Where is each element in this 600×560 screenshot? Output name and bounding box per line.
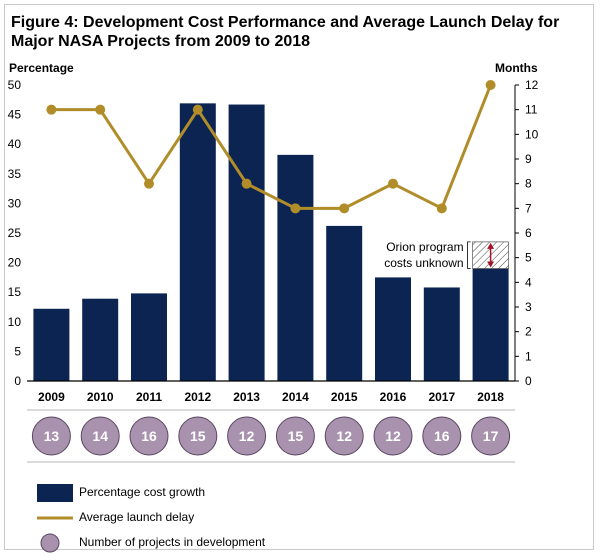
left-tick-label: 50	[8, 78, 22, 92]
launch-delay-line	[51, 84, 492, 210]
launch-delay-point-2010	[95, 104, 106, 115]
project-count-circle-2017	[422, 416, 462, 456]
x-axis-year-labels: 2009 2010 2011 2012 2013 2014 2015 2016 2017 2018	[38, 390, 504, 404]
launch-delay-point-2016	[388, 178, 398, 189]
legend-label-launch-delay: Average launch delay	[79, 510, 195, 524]
cost-growth-bar-2014	[277, 154, 314, 381]
left-tick-label: 0	[14, 374, 21, 388]
left-tick-label: 20	[8, 256, 22, 270]
right-tick-label: 8	[525, 177, 532, 191]
left-tick-label: 45	[8, 108, 22, 122]
right-tick-label: 3	[525, 300, 532, 314]
right-tick-label: 11	[525, 103, 538, 117]
right-tick-label: 0	[525, 374, 532, 388]
project-count-circle-2011	[129, 416, 169, 456]
x-tick-label: 2015	[331, 390, 358, 404]
legend-bar-swatch	[37, 484, 73, 502]
cost-growth-bar-2012	[179, 103, 216, 382]
launch-delay-point-2011	[144, 178, 154, 189]
project-count-circle-2018	[471, 416, 511, 456]
project-count-label: 13	[44, 428, 60, 444]
project-count-label: 14	[92, 428, 108, 444]
left-tick-label: 35	[8, 167, 22, 181]
left-tick-label: 5	[14, 344, 21, 358]
right-tick-label: 9	[525, 152, 532, 166]
project-count-label: 15	[288, 428, 304, 444]
left-tick-label: 25	[8, 226, 22, 240]
project-count-label: 16	[141, 428, 157, 444]
legend-label-cost-growth: Percentage cost growth	[79, 485, 206, 499]
x-tick-label: 2012	[184, 390, 211, 404]
project-count-label: 12	[336, 428, 352, 444]
project-count-label: 16	[434, 428, 450, 444]
x-tick-label: 2014	[282, 390, 309, 404]
orion-annotation: Orion program costs unknown	[384, 240, 509, 270]
project-count-label: 17	[483, 428, 499, 444]
launch-delay-point-2014	[290, 203, 301, 214]
x-tick-label: 2018	[477, 390, 504, 404]
project-count-label: 12	[239, 428, 255, 444]
cost-growth-bar-2011	[131, 293, 167, 381]
project-count-circle-2014	[275, 416, 315, 456]
project-count-circle-2015	[324, 416, 364, 456]
arrow-down-icon	[487, 261, 495, 268]
project-count-circle-2010	[80, 416, 120, 456]
project-count-circle-2009	[31, 416, 71, 456]
legend-circle-swatch	[40, 533, 60, 553]
x-tick-label: 2013	[233, 390, 260, 404]
project-count-circles: 13 14 16 15 12 15 12 12 16 17	[31, 416, 511, 456]
left-tick-label: 30	[8, 196, 22, 210]
right-tick-label: 10	[525, 127, 539, 141]
launch-delay-point-2018	[485, 80, 496, 90]
launch-delay-point-2017	[436, 203, 447, 214]
right-tick-label: 2	[525, 325, 532, 339]
project-count-label: 15	[190, 428, 206, 444]
left-axis-ticks: 0 5 10 15 20 25 30 35 40 45 50	[8, 78, 22, 388]
figure-frame: Figure 4: Development Cost Performance a…	[4, 4, 594, 553]
legend-line-swatch	[37, 516, 73, 520]
cost-growth-bars	[33, 103, 509, 382]
project-count-circle-2016	[373, 416, 413, 456]
figure-title: Figure 4: Development Cost Performance a…	[11, 14, 560, 50]
cost-growth-bar-2013	[228, 104, 265, 381]
project-count-circle-2012	[178, 416, 218, 456]
launch-delay-point-2013	[241, 178, 252, 189]
x-tick-label: 2017	[428, 390, 455, 404]
legend-label-project-count: Number of projects in development	[79, 535, 266, 549]
cost-growth-bar-2015	[326, 225, 363, 381]
x-tick-label: 2010	[87, 390, 114, 404]
cost-growth-bar-2009	[33, 308, 70, 381]
project-count-label: 12	[385, 428, 401, 444]
cost-growth-bar-2018	[472, 268, 509, 381]
annotation-line-2: costs unknown	[384, 256, 463, 270]
right-tick-label: 7	[525, 201, 532, 215]
left-tick-label: 10	[8, 315, 22, 329]
cost-growth-bar-2016	[375, 277, 411, 381]
x-tick-label: 2009	[38, 390, 65, 404]
right-tick-label: 1	[525, 349, 532, 363]
launch-delay-point-2009	[46, 104, 57, 115]
annotation-line-1: Orion program	[386, 240, 463, 254]
right-tick-label: 5	[525, 251, 532, 265]
left-tick-label: 15	[8, 285, 22, 299]
launch-delay-series	[46, 80, 496, 214]
arrow-up-icon	[487, 242, 495, 249]
right-tick-label: 4	[525, 275, 532, 289]
cost-growth-bar-2010	[82, 298, 119, 381]
right-tick-label: 12	[525, 78, 539, 92]
left-axis-title: Percentage	[9, 61, 74, 75]
x-tick-label: 2016	[380, 390, 407, 404]
cost-growth-bar-2017	[423, 287, 460, 381]
project-count-circle-2013	[227, 416, 267, 456]
annotation-bracket	[467, 241, 471, 269]
right-tick-label: 6	[525, 226, 532, 240]
launch-delay-point-2012	[192, 104, 203, 115]
x-tick-label: 2011	[136, 390, 162, 404]
left-tick-label: 40	[8, 137, 22, 151]
launch-delay-point-2015	[339, 203, 350, 214]
right-axis-title: Months	[495, 61, 538, 75]
